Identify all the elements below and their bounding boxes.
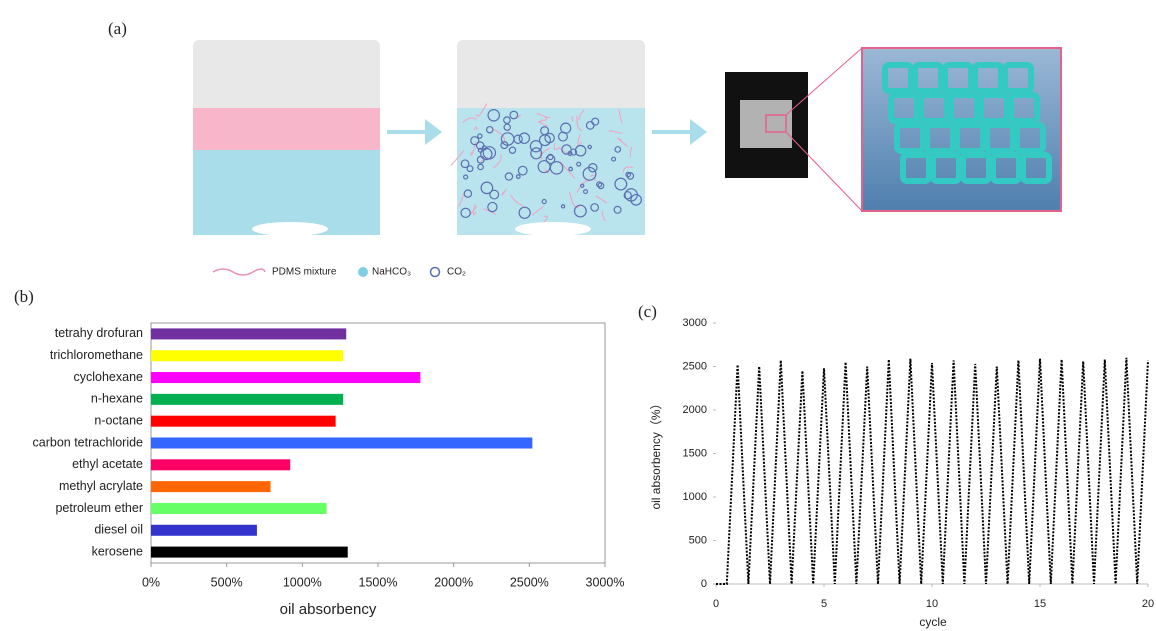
category-label: kerosene — [92, 544, 143, 558]
bar — [151, 350, 343, 361]
x-tick-label: 2500% — [510, 575, 549, 589]
category-label: methyl acrylate — [59, 479, 143, 493]
x-tick-label: 5 — [821, 598, 827, 610]
diagram: PDMS mixture NaHCO₃ CO₂ — [193, 40, 1061, 278]
x-tick-label: 3000% — [586, 575, 625, 589]
category-label: ethyl acetate — [72, 457, 143, 471]
y-tick-label: 1500 — [683, 447, 707, 459]
x-tick-label: 1000% — [283, 575, 322, 589]
bar — [151, 481, 271, 492]
arrow — [387, 119, 442, 145]
bar — [151, 328, 346, 339]
x-tick-label: 0% — [142, 575, 160, 589]
category-label: trichloromethane — [50, 348, 143, 362]
legend-label: PDMS mixture — [272, 267, 337, 278]
line — [716, 358, 1148, 584]
x-tick-label: 0 — [713, 598, 719, 610]
panel-label: (a) — [108, 19, 127, 38]
pdms-layer — [193, 108, 380, 150]
legend-swatch — [358, 267, 368, 277]
category-label: carbon tetrachloride — [33, 435, 144, 449]
legend-swatch — [213, 269, 265, 275]
x-tick-label: 1500% — [359, 575, 398, 589]
x-tick-label: 500% — [211, 575, 243, 589]
category-label: cyclohexane — [74, 370, 144, 384]
panel-label: (b) — [14, 287, 34, 306]
x-tick-label: 15 — [1034, 598, 1046, 610]
category-label: petroleum ether — [55, 501, 143, 515]
bar — [151, 394, 343, 405]
bar — [151, 438, 532, 449]
y-tick-label: 0 — [701, 578, 707, 590]
panel-label: (c) — [638, 302, 657, 321]
x-tick-label: 2000% — [434, 575, 473, 589]
category-label: tetrahy drofuran — [55, 326, 143, 340]
bar — [151, 503, 327, 514]
y-tick-label: 500 — [689, 534, 707, 546]
bar — [151, 372, 420, 383]
x-tick-label: 10 — [926, 598, 938, 610]
x-axis-label: oil absorbency — [280, 601, 377, 618]
category-label: n-hexane — [91, 392, 143, 406]
legend-swatch — [431, 268, 440, 277]
stir-bar — [515, 222, 591, 236]
y-tick-label: 2000 — [683, 404, 707, 416]
x-axis-label: cycle — [919, 615, 947, 629]
legend-label: CO₂ — [447, 267, 466, 278]
category-label: diesel oil — [94, 523, 143, 537]
legend-label: NaHCO₃ — [372, 267, 411, 278]
bar — [151, 547, 348, 558]
arrow — [652, 119, 707, 145]
y-axis-label: oil absorbency（%） — [649, 397, 663, 509]
bar — [151, 416, 336, 427]
bar — [151, 459, 290, 470]
category-label: n-octane — [94, 413, 143, 427]
y-tick-label: 3000 — [683, 317, 707, 329]
y-tick-label: 2500 — [683, 360, 707, 372]
bar — [151, 525, 257, 536]
y-tick-label: 1000 — [683, 491, 707, 503]
x-tick-label: 20 — [1142, 598, 1154, 610]
stir-bar — [252, 222, 328, 236]
figure: (a) PDMS mixture NaHCO₃ CO₂ (b) tetrahy d… — [0, 0, 1156, 631]
